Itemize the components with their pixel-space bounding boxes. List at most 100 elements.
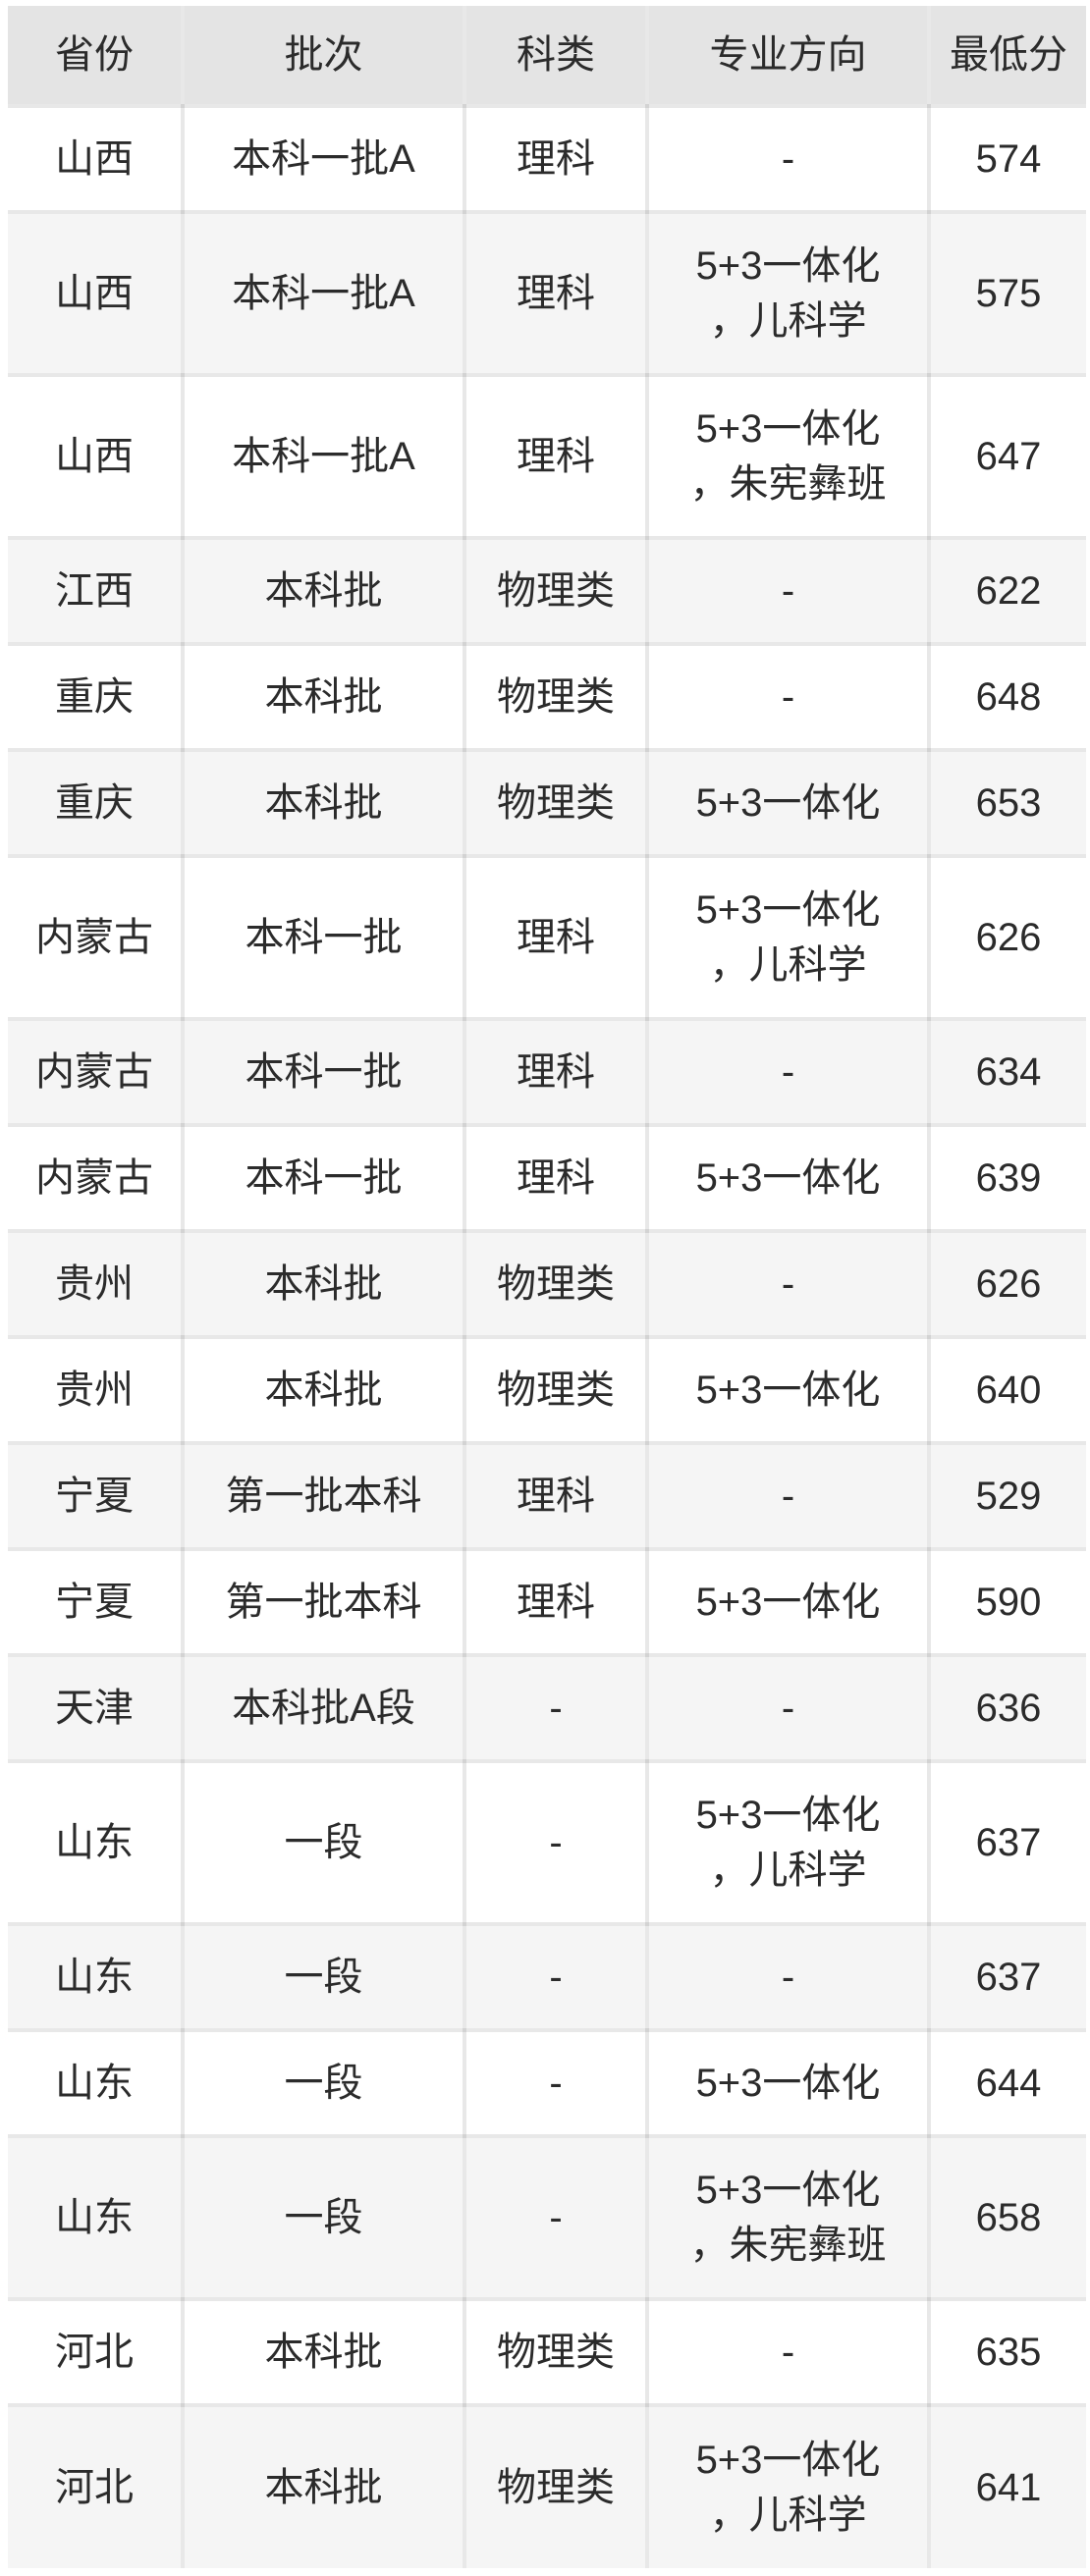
- cell-min-score: 641: [927, 2403, 1088, 2570]
- cell-direction: 5+3一体化: [645, 2028, 931, 2138]
- admission-scores-table: 省份 批次 科类 专业方向 最低分 山西 本科一批A 理科 - 574 山西 本…: [6, 4, 1088, 2570]
- table-row: 河北 本科批 物理类 5+3一体化 ，儿科学 641: [6, 2403, 1088, 2570]
- cell-min-score: 658: [927, 2134, 1088, 2301]
- table-row: 山西 本科一批A 理科 - 574: [6, 104, 1088, 214]
- cell-min-score: 644: [927, 2028, 1088, 2138]
- cell-batch: 本科批: [181, 748, 466, 858]
- cell-min-score: 647: [927, 373, 1088, 540]
- cell-batch: 本科批: [181, 642, 466, 752]
- table-row: 山东 一段 - 5+3一体化 644: [6, 2028, 1088, 2138]
- cell-batch: 本科一批: [181, 854, 466, 1021]
- column-header-province: 省份: [6, 4, 185, 108]
- table-row: 内蒙古 本科一批 理科 5+3一体化 ，儿科学 626: [6, 854, 1088, 1021]
- cell-category: 物理类: [463, 2403, 649, 2570]
- cell-direction: -: [645, 1229, 931, 1339]
- cell-province: 河北: [6, 2297, 185, 2407]
- cell-category: -: [463, 1759, 649, 1926]
- cell-min-score: 648: [927, 642, 1088, 752]
- cell-batch: 第一批本科: [181, 1441, 466, 1551]
- cell-category: -: [463, 1653, 649, 1763]
- cell-min-score: 622: [927, 536, 1088, 646]
- cell-min-score: 640: [927, 1335, 1088, 1445]
- cell-province: 内蒙古: [6, 1123, 185, 1233]
- table-row: 山西 本科一批A 理科 5+3一体化 ，朱宪彝班 647: [6, 373, 1088, 540]
- cell-province: 贵州: [6, 1229, 185, 1339]
- cell-min-score: 626: [927, 854, 1088, 1021]
- cell-direction: -: [645, 642, 931, 752]
- cell-direction: -: [645, 2297, 931, 2407]
- cell-min-score: 590: [927, 1547, 1088, 1657]
- cell-province: 重庆: [6, 748, 185, 858]
- cell-batch: 第一批本科: [181, 1547, 466, 1657]
- cell-province: 宁夏: [6, 1547, 185, 1657]
- table-row: 重庆 本科批 物理类 - 648: [6, 642, 1088, 752]
- table-row: 江西 本科批 物理类 - 622: [6, 536, 1088, 646]
- table-row: 贵州 本科批 物理类 - 626: [6, 1229, 1088, 1339]
- cell-direction: 5+3一体化 ，儿科学: [645, 2403, 931, 2570]
- cell-category: 理科: [463, 1017, 649, 1127]
- cell-batch: 一段: [181, 2028, 466, 2138]
- cell-province: 山东: [6, 2134, 185, 2301]
- cell-min-score: 637: [927, 1922, 1088, 2032]
- cell-batch: 本科一批A: [181, 104, 466, 214]
- cell-batch: 本科批: [181, 536, 466, 646]
- column-header-min-score: 最低分: [927, 4, 1088, 108]
- cell-category: 理科: [463, 1123, 649, 1233]
- cell-category: -: [463, 2028, 649, 2138]
- cell-category: 理科: [463, 104, 649, 214]
- cell-province: 山东: [6, 1759, 185, 1926]
- cell-category: 物理类: [463, 2297, 649, 2407]
- cell-direction: 5+3一体化: [645, 748, 931, 858]
- table-row: 山东 一段 - 5+3一体化 ，朱宪彝班 658: [6, 2134, 1088, 2301]
- cell-category: 物理类: [463, 1229, 649, 1339]
- table-row: 贵州 本科批 物理类 5+3一体化 640: [6, 1335, 1088, 1445]
- cell-category: 物理类: [463, 536, 649, 646]
- cell-category: 理科: [463, 1547, 649, 1657]
- cell-category: 理科: [463, 1441, 649, 1551]
- table-row: 山东 一段 - 5+3一体化 ，儿科学 637: [6, 1759, 1088, 1926]
- cell-province: 山东: [6, 2028, 185, 2138]
- cell-batch: 一段: [181, 2134, 466, 2301]
- column-header-batch: 批次: [181, 4, 466, 108]
- table-row: 宁夏 第一批本科 理科 - 529: [6, 1441, 1088, 1551]
- cell-direction: 5+3一体化: [645, 1123, 931, 1233]
- table-body: 山西 本科一批A 理科 - 574 山西 本科一批A 理科 5+3一体化 ，儿科…: [6, 104, 1088, 2570]
- cell-category: 理科: [463, 373, 649, 540]
- cell-batch: 一段: [181, 1922, 466, 2032]
- cell-direction: -: [645, 104, 931, 214]
- cell-min-score: 637: [927, 1759, 1088, 1926]
- cell-batch: 本科批: [181, 2403, 466, 2570]
- table-row: 河北 本科批 物理类 - 635: [6, 2297, 1088, 2407]
- cell-min-score: 653: [927, 748, 1088, 858]
- cell-min-score: 635: [927, 2297, 1088, 2407]
- table-row: 内蒙古 本科一批 理科 5+3一体化 639: [6, 1123, 1088, 1233]
- table-row: 天津 本科批A段 - - 636: [6, 1653, 1088, 1763]
- table-row: 重庆 本科批 物理类 5+3一体化 653: [6, 748, 1088, 858]
- cell-category: 物理类: [463, 748, 649, 858]
- cell-min-score: 639: [927, 1123, 1088, 1233]
- cell-min-score: 574: [927, 104, 1088, 214]
- cell-direction: -: [645, 1441, 931, 1551]
- cell-min-score: 575: [927, 210, 1088, 377]
- cell-direction: 5+3一体化: [645, 1335, 931, 1445]
- cell-direction: 5+3一体化 ，朱宪彝班: [645, 2134, 931, 2301]
- cell-direction: 5+3一体化 ，儿科学: [645, 854, 931, 1021]
- cell-category: -: [463, 1922, 649, 2032]
- cell-min-score: 626: [927, 1229, 1088, 1339]
- cell-province: 江西: [6, 536, 185, 646]
- cell-category: 理科: [463, 210, 649, 377]
- column-header-direction: 专业方向: [645, 4, 931, 108]
- cell-category: 物理类: [463, 1335, 649, 1445]
- cell-province: 山东: [6, 1922, 185, 2032]
- cell-direction: -: [645, 1017, 931, 1127]
- table-row: 山西 本科一批A 理科 5+3一体化 ，儿科学 575: [6, 210, 1088, 377]
- column-header-category: 科类: [463, 4, 649, 108]
- cell-direction: 5+3一体化: [645, 1547, 931, 1657]
- cell-direction: 5+3一体化 ，朱宪彝班: [645, 373, 931, 540]
- cell-province: 重庆: [6, 642, 185, 752]
- table-row: 山东 一段 - - 637: [6, 1922, 1088, 2032]
- cell-province: 内蒙古: [6, 1017, 185, 1127]
- cell-category: -: [463, 2134, 649, 2301]
- cell-min-score: 529: [927, 1441, 1088, 1551]
